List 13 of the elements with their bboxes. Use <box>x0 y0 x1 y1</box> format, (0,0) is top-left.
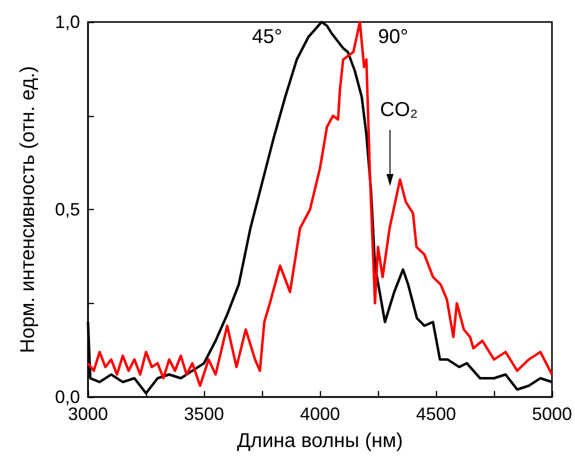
x-tick-label: 4500 <box>416 404 456 424</box>
x-tick-label: 3000 <box>68 404 108 424</box>
annotation: 45° <box>252 26 282 48</box>
x-axis-title: Длина волны (нм) <box>237 430 403 452</box>
x-tick-label: 5000 <box>532 404 572 424</box>
x-tick-label: 3500 <box>184 404 224 424</box>
y-tick-label: 1,0 <box>54 12 80 32</box>
y-tick-label: 0,5 <box>54 200 80 220</box>
annotation: 90° <box>378 26 408 48</box>
y-tick-label: 0,0 <box>54 387 80 407</box>
annotation: CO₂ <box>380 99 418 121</box>
x-tick-label: 4000 <box>300 404 340 424</box>
y-axis-title: Норм. интенсивность (отн. ед.) <box>17 66 39 354</box>
